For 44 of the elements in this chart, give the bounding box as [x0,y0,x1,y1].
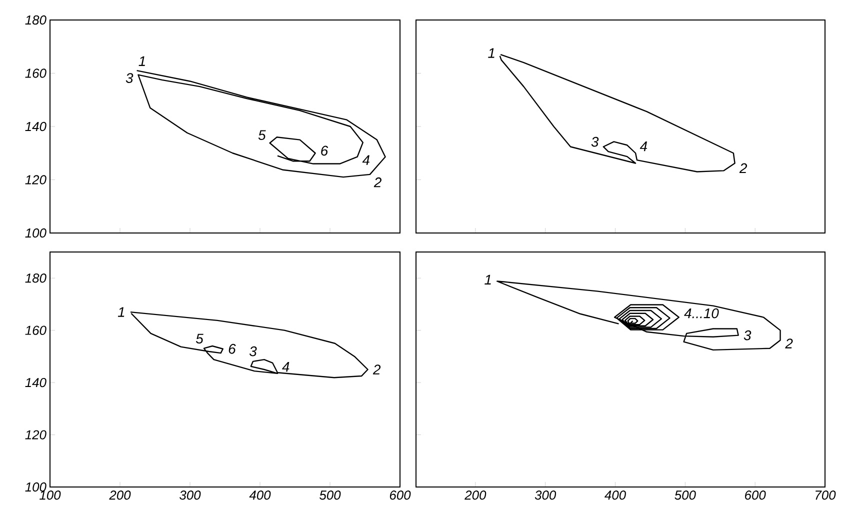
line-series [136,70,386,178]
x-tick-label: 500 [319,490,341,500]
x-tick-label: 400 [604,490,626,500]
y-tick-label: 120 [25,430,46,440]
annotation: 6 [228,344,236,354]
annotation: 6 [321,146,328,156]
annotation: 4 [640,142,648,152]
annotation: 2 [372,364,381,374]
annotation: 5 [196,334,204,344]
annotation: 4 [362,155,370,165]
annotation: 4 [282,362,290,372]
y-tick-label: 100 [25,482,46,492]
x-tick-label: 100 [40,490,61,500]
y-tick-label: 160 [25,326,46,335]
x-tick-label: 400 [249,490,271,500]
x-tick-label: 200 [464,490,486,500]
x-tick-label: 500 [674,490,696,500]
annotation: 1 [138,56,145,66]
annotation: 1 [484,274,491,284]
annotation: 5 [258,130,266,140]
line-series [130,311,368,378]
y-tick-label: 140 [25,378,46,388]
annotation: 2 [739,163,748,174]
y-tick-label: 120 [25,175,46,184]
y-tick-label: 140 [25,122,46,132]
annotation: 3 [249,346,257,356]
y-tick-label: 180 [25,274,46,283]
annotation: 2 [785,338,793,348]
annotation: 4...10 [684,308,719,318]
annotation: 2 [374,177,382,188]
y-tick-label: 180 [25,15,46,25]
annotation: 3 [744,330,752,340]
x-tick-label: 300 [179,490,201,500]
x-tick-label: 700 [816,490,836,500]
annotation: 1 [118,307,124,317]
annotation: 3 [126,73,134,83]
y-tick-label: 100 [25,228,46,238]
x-tick-label: 200 [109,490,131,500]
annotation: 3 [591,136,599,147]
y-tick-label: 160 [25,68,46,78]
x-tick-label: 300 [534,490,556,500]
x-tick-label: 600 [745,490,766,500]
x-tick-label: 600 [390,490,411,500]
annotation: 1 [488,48,494,58]
